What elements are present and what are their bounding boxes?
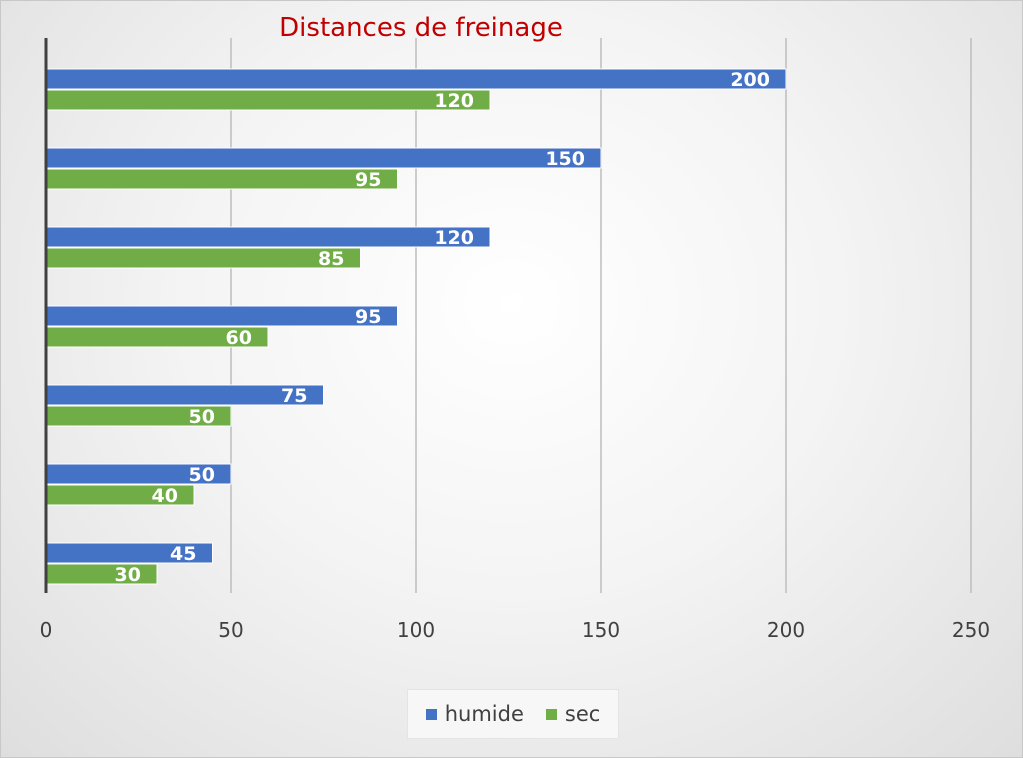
data-label: 50: [189, 464, 215, 486]
bar-sec: [45, 247, 361, 269]
data-label: 50: [189, 406, 215, 428]
data-label: 60: [226, 327, 252, 349]
data-label: 95: [355, 306, 381, 328]
x-tick-label: 250: [952, 618, 990, 642]
bar-sec: [45, 89, 491, 111]
chart-title: Distances de freinage: [279, 13, 563, 43]
legend-item-humide: humide: [425, 702, 524, 726]
data-label: 120: [434, 227, 474, 249]
legend: humide sec: [407, 689, 619, 739]
bar-humide: [45, 305, 398, 327]
bar-humide: [45, 68, 787, 90]
data-label: 85: [318, 248, 344, 270]
data-label: 120: [434, 90, 474, 112]
x-tick-label: 100: [397, 618, 435, 642]
bar-humide: [45, 147, 602, 169]
data-label: 200: [730, 69, 770, 91]
legend-swatch-sec: [545, 708, 557, 720]
data-label: 150: [545, 148, 585, 170]
x-tick-label: 150: [582, 618, 620, 642]
data-label: 30: [115, 564, 141, 586]
data-label: 95: [355, 169, 381, 191]
x-tick-label: 50: [218, 618, 243, 642]
legend-item-sec: sec: [545, 702, 601, 726]
bar-humide: [45, 226, 491, 248]
legend-swatch-humide: [425, 708, 437, 720]
legend-label-sec: sec: [564, 702, 601, 726]
x-tick-label: 0: [40, 618, 53, 642]
data-label: 40: [152, 485, 178, 507]
bar-sec: [45, 168, 398, 190]
data-label: 75: [281, 385, 307, 407]
x-tick-label: 200: [767, 618, 805, 642]
data-label: 45: [170, 543, 196, 565]
legend-label-humide: humide: [444, 702, 524, 726]
